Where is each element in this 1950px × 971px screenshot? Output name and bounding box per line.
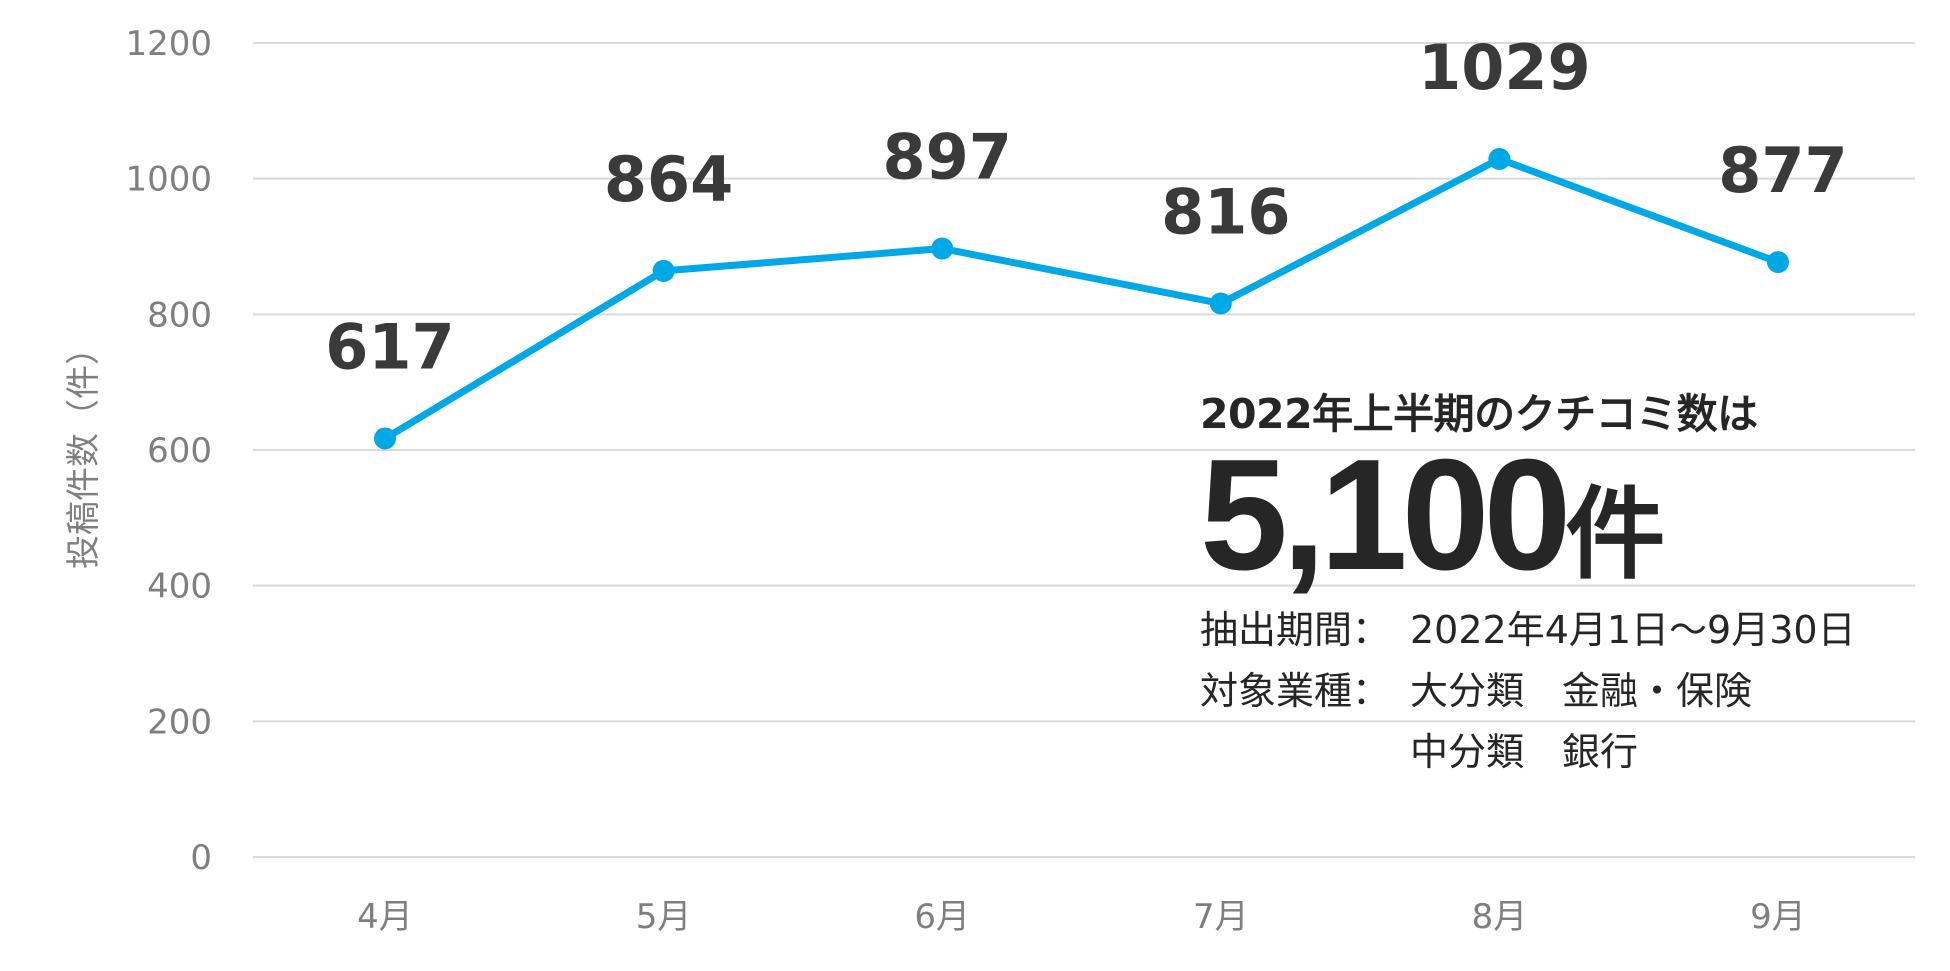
data-label: 617 [325, 310, 454, 383]
x-tick-label: 8月 [1472, 897, 1528, 937]
y-tick-label: 1200 [125, 24, 212, 64]
total-unit: 件 [1565, 476, 1666, 593]
gridlines [253, 42, 1915, 858]
data-labels: 617 864 897 816 1029 877 [325, 31, 1847, 383]
y-tick-label: 200 [147, 702, 212, 742]
summary-total: 5,100件 [1200, 436, 1856, 594]
y-axis-label: 投稿件数（件） [64, 331, 104, 569]
data-label: 897 [882, 121, 1011, 194]
data-point [931, 237, 954, 260]
x-tick-label: 5月 [636, 897, 692, 937]
x-axis-ticks: 4月 5月 6月 7月 8月 9月 [357, 897, 1806, 937]
data-point [1488, 147, 1511, 170]
summary-meta: 抽出期間： 2022年4月1日～9月30日 対象業種： 大分類 金融・保険 中分… [1200, 600, 1856, 783]
data-point [1767, 251, 1789, 274]
data-label: 864 [604, 143, 733, 216]
x-tick-label: 6月 [914, 897, 970, 937]
industry-major: 大分類 金融・保険 [1410, 669, 1753, 713]
series-line [381, 155, 1782, 442]
data-label: 816 [1161, 175, 1290, 248]
y-tick-label: 1000 [125, 160, 212, 200]
industry-minor: 中分類 銀行 [1410, 730, 1639, 774]
industry-minor-row: 中分類 銀行 [1200, 722, 1856, 783]
data-label: 1029 [1418, 31, 1591, 104]
y-axis-ticks: 0 200 400 600 800 1000 1200 [125, 24, 212, 878]
x-tick-label: 4月 [357, 897, 413, 937]
x-tick-label: 7月 [1193, 897, 1249, 937]
data-label: 877 [1718, 134, 1847, 207]
period-label: 抽出期間： [1200, 608, 1391, 652]
data-point [1209, 292, 1232, 315]
y-tick-label: 400 [147, 567, 212, 607]
summary-panel: 2022年上半期のクチコミ数は 5,100件 抽出期間： 2022年4月1日～9… [1200, 380, 1856, 783]
total-count: 5,100 [1200, 427, 1571, 603]
x-tick-label: 9月 [1750, 897, 1806, 937]
period-row: 抽出期間： 2022年4月1日～9月30日 [1200, 600, 1856, 661]
industry-label: 対象業種： [1200, 669, 1391, 713]
period-value: 2022年4月1日～9月30日 [1410, 608, 1856, 652]
summary-heading: 2022年上半期のクチコミ数は [1200, 390, 1758, 438]
y-tick-label: 0 [190, 838, 212, 878]
y-tick-label: 600 [147, 431, 212, 471]
y-tick-label: 800 [147, 295, 212, 335]
data-point [652, 259, 675, 282]
industry-row: 対象業種： 大分類 金融・保険 [1200, 661, 1856, 722]
industry-label-spacer [1200, 722, 1410, 783]
data-point [374, 427, 396, 450]
data-points [374, 147, 1789, 450]
